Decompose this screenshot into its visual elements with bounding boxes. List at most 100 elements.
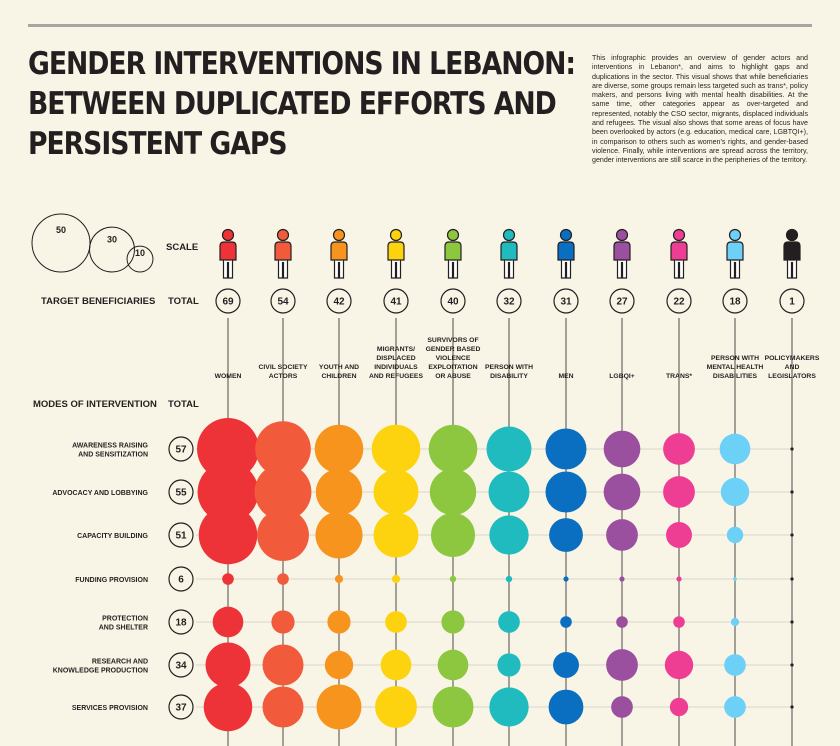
beneficiary-label-9-0: PERSON WITH bbox=[711, 355, 759, 362]
mode-total-1: 55 bbox=[175, 488, 187, 499]
bubble-0-8 bbox=[663, 433, 695, 465]
bubble-4-2 bbox=[327, 610, 351, 634]
mode-label-4-1: AND SHELTER bbox=[99, 625, 148, 632]
bubble-3-1 bbox=[277, 573, 289, 585]
bubble-0-2 bbox=[314, 424, 364, 474]
bubble-4-0 bbox=[212, 606, 244, 638]
bubble-2-2 bbox=[315, 511, 363, 559]
bubble-6-0 bbox=[203, 682, 253, 732]
beneficiary-label-4-0: SURVIVORS OF bbox=[427, 337, 478, 344]
mode-total-circle-4 bbox=[168, 609, 194, 635]
scale-circle-50 bbox=[31, 213, 91, 273]
scale-circle-30 bbox=[89, 226, 135, 273]
beneficiary-total-circle-4 bbox=[440, 288, 466, 314]
bubble-1-10 bbox=[790, 490, 794, 494]
beneficiary-total-4: 40 bbox=[447, 297, 459, 308]
person-torso bbox=[613, 241, 631, 261]
mode-total-2: 51 bbox=[175, 531, 187, 542]
beneficiary-total-circle-3 bbox=[383, 288, 409, 314]
bubble-4-9 bbox=[730, 617, 740, 627]
person-head bbox=[276, 228, 290, 242]
bubble-0-6 bbox=[545, 428, 587, 470]
modes-heading: MODES OF INTERVENTION bbox=[33, 399, 157, 410]
person-icon-7 bbox=[613, 228, 631, 279]
beneficiary-label-0-0: WOMEN bbox=[215, 373, 242, 380]
bubble-0-0 bbox=[197, 418, 259, 480]
beneficiary-total-0: 69 bbox=[222, 297, 234, 308]
person-head bbox=[446, 228, 460, 242]
bubble-3-8 bbox=[676, 576, 682, 582]
person-torso bbox=[670, 241, 688, 261]
beneficiary-total-circle-2 bbox=[326, 288, 352, 314]
bubble-5-7 bbox=[606, 649, 638, 681]
person-torso bbox=[219, 241, 237, 261]
bubble-5-3 bbox=[380, 649, 412, 681]
mode-total-circle-1 bbox=[168, 479, 194, 505]
beneficiary-total-8: 22 bbox=[673, 297, 685, 308]
person-legs bbox=[390, 260, 402, 279]
person-head bbox=[221, 228, 235, 242]
beneficiary-total-3: 41 bbox=[390, 297, 402, 308]
bubble-5-5 bbox=[497, 653, 521, 677]
beneficiary-total-6: 31 bbox=[560, 297, 572, 308]
beneficiary-label-3-1: DISPLACED bbox=[376, 355, 415, 362]
mode-total-3: 6 bbox=[178, 575, 184, 586]
person-icon-0 bbox=[219, 228, 237, 279]
bubble-3-4 bbox=[449, 575, 457, 583]
mode-label-0-1: AND SENSITIZATION bbox=[78, 452, 148, 459]
beneficiary-label-9-1: MENTAL HEALTH bbox=[707, 364, 764, 371]
bubble-2-9 bbox=[726, 526, 744, 544]
beneficiary-label-3-3: AND REFUGEES bbox=[369, 373, 423, 380]
mode-label-4-0: PROTECTION bbox=[102, 616, 148, 623]
bubble-1-7 bbox=[603, 473, 641, 511]
bubble-3-3 bbox=[391, 574, 401, 584]
person-icon-2 bbox=[330, 228, 348, 279]
beneficiary-total-9: 18 bbox=[729, 297, 741, 308]
beneficiary-label-4-4: OR ABUSE bbox=[435, 373, 471, 380]
bubble-0-4 bbox=[428, 424, 478, 474]
bubble-6-3 bbox=[375, 686, 417, 728]
bubble-2-6 bbox=[549, 518, 583, 552]
bubble-5-0 bbox=[205, 642, 251, 688]
bubble-4-6 bbox=[560, 616, 572, 628]
beneficiary-label-10-0: POLICYMAKERS bbox=[765, 355, 820, 362]
bubble-0-1 bbox=[255, 421, 311, 477]
person-legs bbox=[503, 260, 515, 279]
mode-label-2-0: CAPACITY BUILDING bbox=[77, 533, 148, 540]
person-head bbox=[559, 228, 573, 242]
mode-total-circle-5 bbox=[168, 652, 194, 678]
bubble-1-2 bbox=[315, 468, 363, 516]
person-legs bbox=[447, 260, 459, 279]
person-legs bbox=[729, 260, 741, 279]
bubble-1-4 bbox=[429, 468, 477, 516]
bubble-2-10 bbox=[790, 533, 794, 537]
beneficiary-label-8-0: TRANS* bbox=[666, 373, 692, 380]
mode-total-6: 37 bbox=[175, 703, 187, 714]
beneficiary-total-circle-0 bbox=[215, 288, 241, 314]
bubble-1-6 bbox=[545, 471, 587, 513]
person-head bbox=[502, 228, 516, 242]
beneficiary-total-circle-9 bbox=[722, 288, 748, 314]
title-line-1: GENDER INTERVENTIONS IN LEBANON: bbox=[28, 46, 576, 82]
mode-total-circle-3 bbox=[168, 566, 194, 592]
beneficiaries-total-label: TOTAL bbox=[168, 296, 199, 307]
person-legs bbox=[616, 260, 628, 279]
person-head bbox=[615, 228, 629, 242]
bubble-5-4 bbox=[437, 649, 469, 681]
mode-total-5: 34 bbox=[175, 661, 187, 672]
bubble-0-10 bbox=[790, 447, 794, 451]
beneficiary-total-circle-8 bbox=[666, 288, 692, 314]
bubble-1-5 bbox=[488, 471, 530, 513]
person-head bbox=[785, 228, 799, 242]
bubble-6-1 bbox=[262, 686, 304, 728]
bubble-4-5 bbox=[498, 611, 520, 633]
bubble-2-0 bbox=[198, 505, 258, 565]
beneficiary-total-circle-10 bbox=[779, 288, 805, 314]
beneficiary-label-10-2: LEGISLATORS bbox=[768, 373, 816, 380]
bubble-0-7 bbox=[603, 430, 641, 468]
bubble-4-1 bbox=[271, 610, 295, 634]
bubble-5-9 bbox=[724, 654, 746, 676]
beneficiary-total-2: 42 bbox=[333, 297, 345, 308]
beneficiary-total-1: 54 bbox=[277, 297, 289, 308]
bubble-1-0 bbox=[197, 461, 259, 523]
